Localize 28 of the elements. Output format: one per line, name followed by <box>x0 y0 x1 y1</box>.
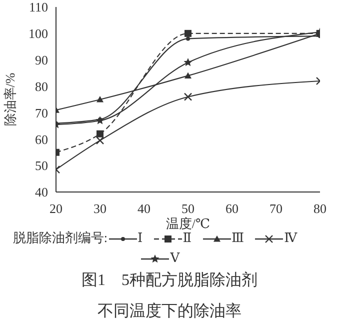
x-tick-label: 60 <box>226 201 238 216</box>
point <box>96 96 104 102</box>
x-tick-label: 20 <box>50 201 62 216</box>
legend-label: Ⅰ <box>138 230 143 245</box>
y-tick-label: 70 <box>35 105 48 120</box>
legend-label: Ⅴ <box>170 250 180 265</box>
x-axis-title: 温度/℃ <box>166 216 210 231</box>
x-tick-label: 70 <box>270 201 282 216</box>
y-tick-label: 60 <box>35 132 48 147</box>
y-axis-title: 除油率/% <box>2 72 18 126</box>
text: 图1 5种配方脱脂除油剂 <box>80 270 258 291</box>
point <box>184 72 192 79</box>
legend-label: Ⅲ <box>232 230 244 245</box>
legend-title: 脱脂除油剂编号: <box>12 230 108 245</box>
x-tick-label: 30 <box>94 201 106 216</box>
y-tick-label: 100 <box>28 26 48 42</box>
y-tick-label: 110 <box>28 0 48 15</box>
legend-label: Ⅳ <box>284 230 298 245</box>
y-tick-label: 40 <box>35 184 48 200</box>
legend-label: Ⅱ <box>182 230 192 245</box>
x-tick-label: 50 <box>182 201 194 216</box>
point <box>186 36 190 41</box>
text: 不同温度下的除油率 <box>96 302 242 322</box>
y-tick-label: 90 <box>35 52 48 68</box>
y-tick-label: 80 <box>35 78 48 94</box>
y-tick-label: 50 <box>35 158 48 174</box>
x-tick-label: 40 <box>138 201 150 216</box>
x-tick-label: 80 <box>314 201 326 216</box>
